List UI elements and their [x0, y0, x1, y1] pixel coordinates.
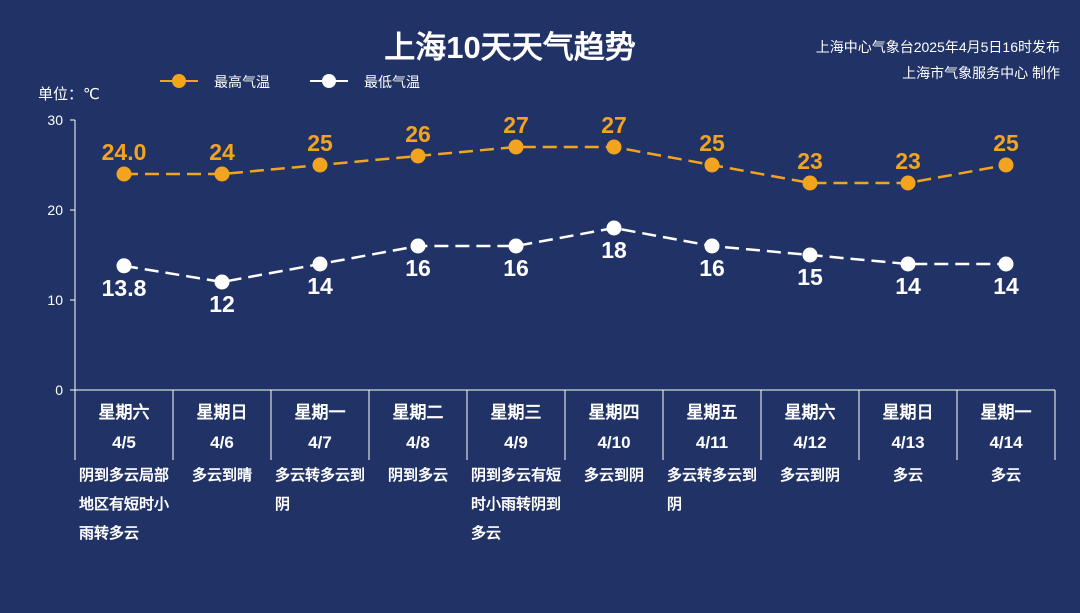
data-point-high — [508, 139, 524, 155]
date-label: 4/9 — [504, 433, 528, 452]
weekday-label: 星期四 — [588, 403, 640, 422]
data-point-low — [998, 256, 1014, 272]
weekday-label: 星期一 — [980, 403, 1032, 422]
legend-label-low: 最低气温 — [364, 74, 420, 90]
data-point-high — [116, 166, 132, 182]
weather-description: 多云 — [892, 467, 923, 484]
data-label-high: 25 — [699, 130, 725, 156]
data-label-low: 16 — [503, 255, 529, 281]
data-label-low: 14 — [307, 273, 333, 299]
date-label: 4/12 — [793, 433, 827, 452]
weather-description: 阴到多云局部地区有短时小雨转多云 — [79, 467, 170, 542]
weather-description: 阴到多云 — [387, 467, 448, 484]
legend-dot-low-icon — [322, 74, 336, 88]
data-point-high — [410, 148, 426, 164]
data-point-low — [116, 258, 132, 274]
chart-title: 上海10天天气趋势 — [384, 30, 636, 65]
date-label: 4/8 — [406, 433, 430, 452]
weekday-label: 星期一 — [294, 403, 346, 422]
date-label: 4/7 — [308, 433, 332, 452]
y-tick-label: 30 — [47, 112, 63, 128]
y-tick-label: 0 — [55, 382, 63, 398]
data-point-low — [214, 274, 230, 290]
legend-dot-high-icon — [172, 74, 186, 88]
data-label-high: 24 — [209, 139, 235, 165]
data-label-low: 16 — [405, 255, 431, 281]
data-point-low — [900, 256, 916, 272]
weather-description: 多云转多云到阴 — [667, 467, 758, 513]
data-label-low: 18 — [601, 237, 627, 263]
data-label-low: 14 — [993, 273, 1019, 299]
data-point-low — [606, 220, 622, 236]
weekday-label: 星期五 — [686, 403, 738, 422]
date-label: 4/5 — [112, 433, 136, 452]
weekday-label: 星期六 — [98, 403, 150, 422]
weather-description: 多云 — [990, 467, 1021, 484]
data-point-high — [312, 157, 328, 173]
data-label-high: 27 — [503, 112, 529, 138]
date-label: 4/13 — [891, 433, 925, 452]
data-label-high: 23 — [797, 148, 823, 174]
day-column: 星期一 4/14 多云 — [957, 398, 1055, 490]
y-tick-label: 20 — [47, 202, 63, 218]
day-column: 星期三 4/9 阴到多云有短时小雨转阴到多云 — [467, 398, 565, 548]
data-label-low: 13.8 — [102, 275, 147, 301]
data-label-low: 14 — [895, 273, 921, 299]
legend-label-high: 最高气温 — [214, 74, 270, 90]
data-label-low: 16 — [699, 255, 725, 281]
day-column: 星期日 4/13 多云 — [859, 398, 957, 490]
series-line-high — [124, 145, 1007, 185]
data-label-high: 25 — [993, 130, 1019, 156]
weekday-label: 星期六 — [784, 403, 836, 422]
weather-description: 多云到阴 — [779, 467, 840, 484]
source-line-publisher: 上海中心气象台2025年4月5日16时发布 — [815, 39, 1060, 55]
data-label-low: 15 — [797, 264, 823, 290]
y-axis-unit: 单位：℃ — [38, 86, 100, 103]
weekday-label: 星期三 — [490, 403, 542, 422]
date-label: 4/6 — [210, 433, 234, 452]
data-point-high — [214, 166, 230, 182]
data-point-low — [802, 247, 818, 263]
weekday-label: 星期日 — [196, 403, 248, 422]
data-label-high: 27 — [601, 112, 627, 138]
date-label: 4/10 — [597, 433, 631, 452]
date-label: 4/11 — [695, 433, 729, 452]
day-column: 星期四 4/10 多云到阴 — [565, 398, 663, 490]
data-label-high: 24.0 — [102, 139, 147, 165]
weather-description: 多云到阴 — [583, 467, 644, 484]
data-label-high: 23 — [895, 148, 921, 174]
data-point-low — [704, 238, 720, 254]
day-column: 星期六 4/5 阴到多云局部地区有短时小雨转多云 — [75, 398, 173, 548]
data-point-low — [410, 238, 426, 254]
data-point-high — [900, 175, 916, 191]
data-point-high — [704, 157, 720, 173]
data-point-low — [508, 238, 524, 254]
data-point-high — [802, 175, 818, 191]
data-label-low: 12 — [209, 291, 235, 317]
weekday-label: 星期二 — [392, 403, 444, 422]
day-column: 星期六 4/12 多云到阴 — [761, 398, 859, 490]
source-line-producer: 上海市气象服务中心 制作 — [902, 65, 1060, 81]
weekday-label: 星期日 — [882, 403, 934, 422]
weather-description: 多云转多云到阴 — [275, 467, 366, 513]
day-column: 星期二 4/8 阴到多云 — [369, 398, 467, 490]
source-info: 上海中心气象台2025年4月5日16时发布 上海市气象服务中心 制作 — [816, 34, 1060, 86]
weather-description: 阴到多云有短时小雨转阴到多云 — [471, 467, 562, 542]
y-tick-label: 10 — [47, 292, 63, 308]
data-point-low — [312, 256, 328, 272]
series-line-low — [123, 226, 1006, 284]
data-label-high: 25 — [307, 130, 333, 156]
weather-description: 多云到晴 — [191, 467, 252, 484]
data-label-high: 26 — [405, 121, 431, 147]
day-column: 星期一 4/7 多云转多云到阴 — [271, 398, 369, 519]
data-point-high — [606, 139, 622, 155]
date-label: 4/14 — [989, 433, 1023, 452]
data-point-high — [998, 157, 1014, 173]
day-column: 星期五 4/11 多云转多云到阴 — [663, 398, 761, 519]
day-column: 星期日 4/6 多云到晴 — [173, 398, 271, 490]
